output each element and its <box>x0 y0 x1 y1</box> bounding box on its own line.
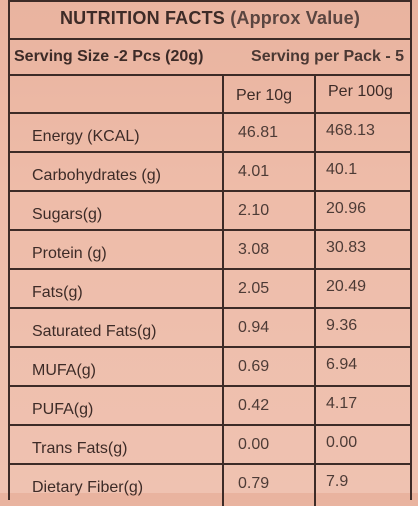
value-per-10g: 0.79 <box>238 475 270 492</box>
nutrient-name: Fats(g) <box>32 284 83 301</box>
column-header-per-100g: Per 100g <box>328 83 393 100</box>
column-header-per-10g: Per 10g <box>236 87 293 104</box>
serving-row: Serving Size -2 Pcs (20g) Serving per Pa… <box>10 40 410 76</box>
value-per-10g: 0.00 <box>238 436 270 453</box>
serving-per-pack: Serving per Pack - 5 <box>251 48 404 65</box>
nutrition-title-main: NUTRITION FACTS <box>59 8 225 28</box>
value-per-100g: 6.94 <box>326 356 358 373</box>
nutrient-name: Protein (g) <box>32 245 107 262</box>
value-per-100g: 7.9 <box>326 473 349 490</box>
value-per-100g: 9.36 <box>326 317 358 334</box>
value-per-10g: 0.42 <box>238 397 270 414</box>
nutrient-name: Trans Fats(g) <box>32 440 128 457</box>
serving-size: Serving Size -2 Pcs (20g) <box>14 48 204 65</box>
nutrition-label: NUTRITION FACTS (Approx Value) Serving S… <box>8 0 412 506</box>
nutrient-name: Dietary Fiber(g) <box>32 479 144 496</box>
table-row: Saturated Fats(g) 0.94 9.36 <box>10 309 410 348</box>
column-header-row: Per 10g Per 100g <box>10 76 410 114</box>
value-per-10g: 4.01 <box>238 163 270 180</box>
value-per-10g: 2.05 <box>238 280 270 297</box>
value-per-100g: 40.1 <box>326 161 358 178</box>
nutrient-name: PUFA(g) <box>32 401 94 418</box>
value-per-10g: 2.10 <box>238 202 270 219</box>
value-per-100g: 20.96 <box>326 200 367 217</box>
table-row: Energy (KCAL) 46.81 468.13 <box>10 114 410 153</box>
value-per-100g: 30.83 <box>326 239 367 256</box>
value-per-100g: 468.13 <box>326 122 375 139</box>
value-per-100g: 0.00 <box>326 434 358 451</box>
nutrition-title: NUTRITION FACTS (Approx Value) <box>60 8 360 29</box>
table-row: PUFA(g) 0.42 4.17 <box>10 387 410 426</box>
value-per-10g: 3.08 <box>238 241 270 258</box>
table-row: MUFA(g) 0.69 6.94 <box>10 348 410 387</box>
nutrient-name: Energy (KCAL) <box>32 128 140 145</box>
nutrient-name: Saturated Fats(g) <box>32 323 157 340</box>
column-divider-values <box>314 76 316 506</box>
value-per-10g: 0.69 <box>238 358 270 375</box>
nutrient-name: Sugars(g) <box>32 206 103 223</box>
nutrition-title-note: (Approx Value) <box>230 8 361 28</box>
table-row: Dietary Fiber(g) 0.79 7.9 <box>10 465 410 504</box>
table-row: Trans Fats(g) 0.00 0.00 <box>10 426 410 465</box>
table-row: Protein (g) 3.08 30.83 <box>10 231 410 270</box>
value-per-10g: 0.94 <box>238 319 270 336</box>
value-per-10g: 46.81 <box>238 124 279 141</box>
table-row: Sugars(g) 2.10 20.96 <box>10 192 410 231</box>
nutrient-name: MUFA(g) <box>32 362 96 379</box>
table-row: Fats(g) 2.05 20.49 <box>10 270 410 309</box>
nutrient-name: Carbohydrates (g) <box>32 167 161 184</box>
column-divider-label <box>222 76 224 506</box>
table-row: Carbohydrates (g) 4.01 40.1 <box>10 153 410 192</box>
value-per-100g: 4.17 <box>326 395 358 412</box>
nutrition-title-row: NUTRITION FACTS (Approx Value) <box>10 0 410 40</box>
value-per-100g: 20.49 <box>326 278 367 295</box>
